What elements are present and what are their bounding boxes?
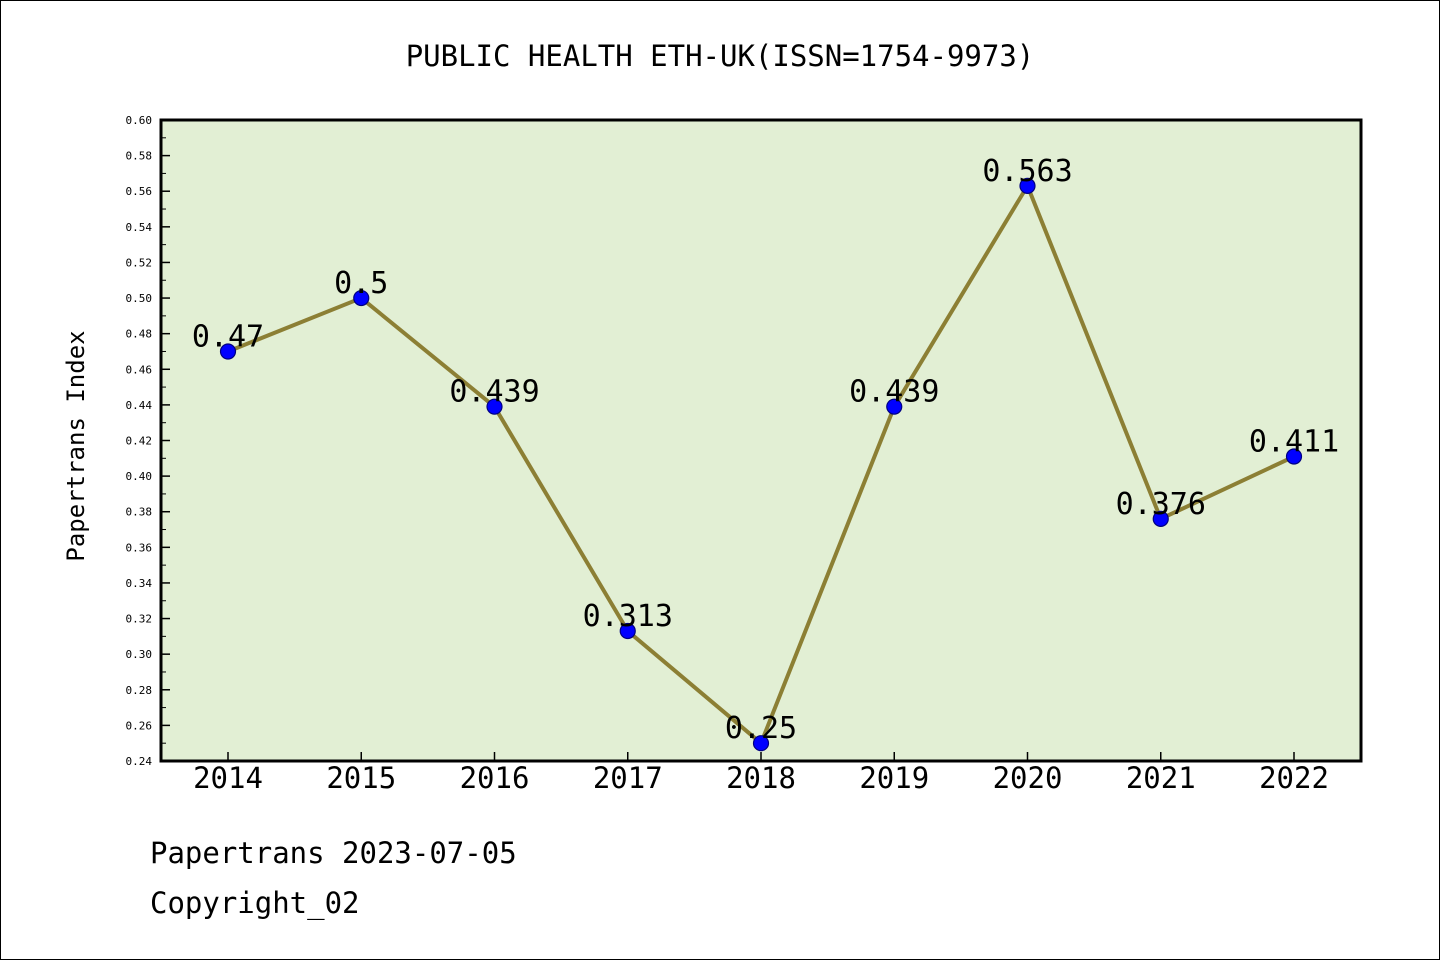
data-label: 0.563 <box>982 154 1072 189</box>
data-label: 0.439 <box>849 375 939 410</box>
y-tick-label: 0.28 <box>126 684 153 697</box>
y-tick-label: 0.46 <box>126 363 153 376</box>
data-label: 0.25 <box>725 711 797 746</box>
y-tick-label: 0.52 <box>126 256 153 269</box>
y-tick-label: 0.36 <box>126 541 153 554</box>
y-tick-label: 0.42 <box>126 435 153 448</box>
y-axis: 0.24 0.26 0.28 0.30 0.32 0.34 0.36 0.38 0.40 0.42… <box>126 114 170 768</box>
y-tick-label: 0.44 <box>126 399 153 412</box>
data-point <box>886 398 903 415</box>
x-tick-label: 2021 <box>1126 761 1196 795</box>
y-tick-label: 0.38 <box>126 506 153 519</box>
y-tick-label: 0.50 <box>126 292 153 305</box>
x-tick-label: 2019 <box>859 761 929 795</box>
y-tick-label: 0.40 <box>126 470 153 483</box>
y-tick-label: 0.32 <box>126 613 153 626</box>
x-tick-label: 2020 <box>993 761 1063 795</box>
x-tick-label: 2015 <box>326 761 396 795</box>
x-tick-label: 2018 <box>726 761 796 795</box>
x-tick-label: 2022 <box>1259 761 1329 795</box>
data-label: 0.5 <box>334 266 388 301</box>
y-tick-label: 0.48 <box>126 328 153 341</box>
y-tick-label: 0.30 <box>126 648 153 661</box>
y-tick-label: 0.24 <box>126 755 153 768</box>
data-label: 0.411 <box>1249 425 1339 460</box>
y-tick-label: 0.26 <box>126 719 153 732</box>
x-tick-label: 2014 <box>193 761 263 795</box>
data-label: 0.313 <box>583 599 673 634</box>
chart-title: PUBLIC HEALTH ETH-UK(ISSN=1754-9973) <box>406 39 1035 73</box>
data-point <box>752 735 770 752</box>
data-point <box>1152 510 1169 527</box>
x-axis: 2014 2015 2016 2017 2018 2019 2020 2021 2022 <box>193 752 1329 795</box>
y-tick-label: 0.54 <box>126 221 153 234</box>
x-tick-label: 2017 <box>593 761 663 795</box>
y-tick-label: 0.56 <box>126 185 153 198</box>
data-label: 0.376 <box>1116 487 1206 522</box>
data-point <box>619 622 636 640</box>
x-tick-label: 2016 <box>460 761 530 795</box>
y-tick-label: 0.34 <box>126 577 153 590</box>
plot-area <box>159 118 1363 763</box>
data-label: 0.439 <box>449 375 539 410</box>
footer-copyright: Copyright_02 <box>150 886 360 920</box>
data-point <box>219 343 237 360</box>
y-axis-label: Papertrans Index <box>62 330 90 561</box>
data-point <box>486 398 503 415</box>
footer-date: Papertrans 2023-07-05 <box>150 836 517 870</box>
data-point <box>353 289 370 307</box>
data-point <box>1019 177 1036 194</box>
data-label: 0.47 <box>192 319 264 354</box>
y-tick-label: 0.58 <box>126 150 153 163</box>
y-tick-label: 0.60 <box>126 114 153 127</box>
series-group: 0.47 0.5 0.439 0.313 0.25 0.439 0.563 0.376 0.41… <box>192 154 1339 752</box>
data-point <box>1285 448 1303 465</box>
